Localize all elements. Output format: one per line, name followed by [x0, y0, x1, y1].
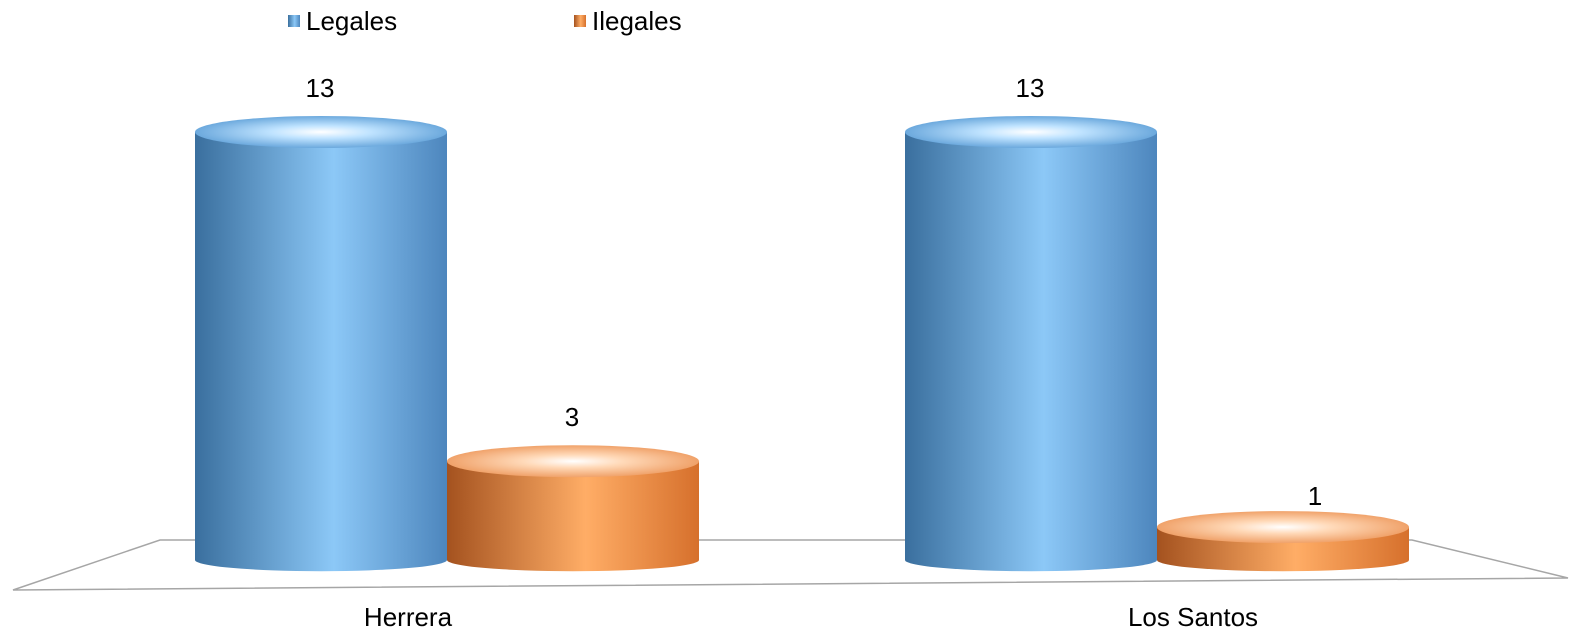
legend-marker-legales [288, 15, 300, 27]
data-label-legales-herrera: 13 [306, 73, 335, 103]
data-label-legales-los-santos: 13 [1016, 73, 1045, 103]
bar-ilegales-herrera-body [447, 461, 699, 572]
bar-ilegales-los-santos-top [1157, 511, 1409, 544]
legend-label-ilegales: Ilegales [592, 6, 682, 36]
bar-ilegales-herrera [447, 445, 699, 572]
data-label-ilegales-los-santos: 1 [1308, 481, 1322, 511]
bar-legales-los-santos [905, 116, 1157, 572]
bar-legales-herrera [195, 116, 447, 572]
data-label-ilegales-herrera: 3 [565, 402, 579, 432]
bar-legales-herrera-top [195, 116, 447, 148]
bar-ilegales-herrera-top [447, 445, 699, 478]
bars-group: 13 3 13 1 [195, 73, 1409, 572]
legend-marker-ilegales [574, 15, 586, 27]
legend-label-legales: Legales [306, 6, 397, 36]
category-label-herrera: Herrera [364, 602, 453, 632]
category-label-los-santos: Los Santos [1128, 602, 1258, 632]
bar-ilegales-los-santos [1157, 511, 1409, 572]
bar-legales-los-santos-body [905, 132, 1157, 572]
legend: Legales Ilegales [288, 6, 682, 36]
bar-legales-los-santos-top [905, 116, 1157, 148]
bar-legales-herrera-body [195, 132, 447, 572]
